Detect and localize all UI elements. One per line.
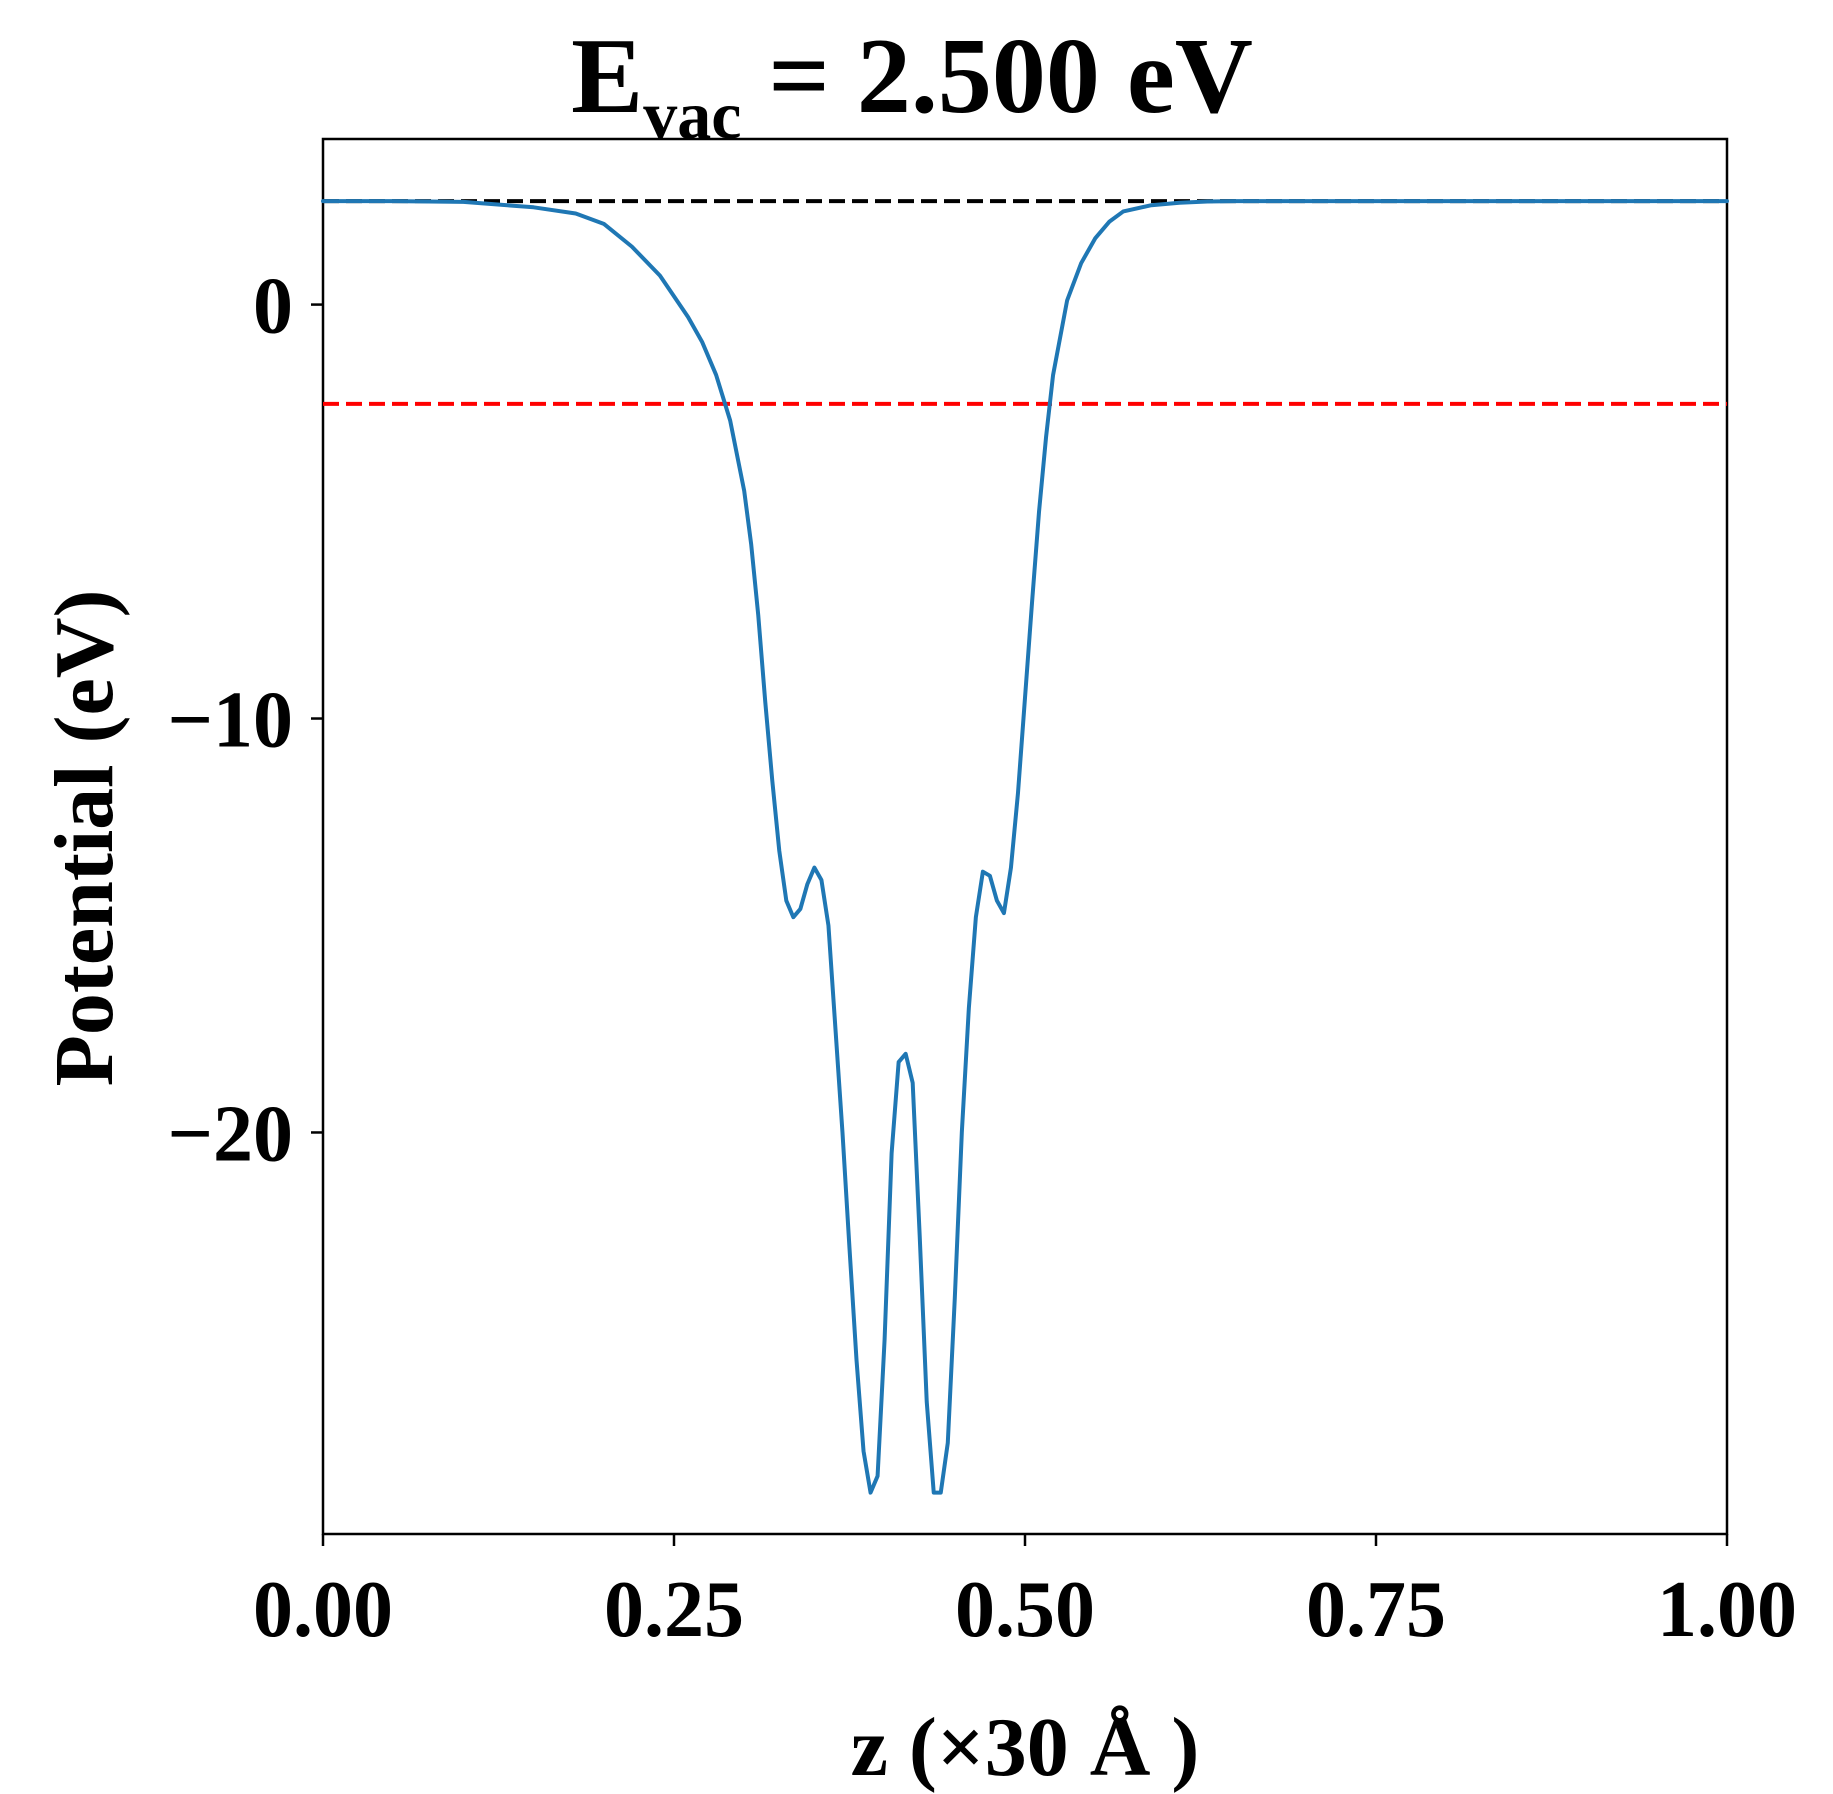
x-tick-label: 0.25 [604,1566,744,1654]
x-axis-label: z (×30 Å ) [851,1701,1200,1794]
y-tick-label: −10 [167,677,293,765]
plot-frame [321,137,1729,1536]
y-axis-ticks: 0 −10 −20 [167,263,323,1178]
chart-title: Evac = 2.500 eV [571,17,1253,153]
title-rest: = 2.500 eV [741,17,1252,136]
y-axis-label: Potential (eV) [38,590,131,1087]
x-tick-label: 0.75 [1306,1566,1446,1654]
y-tick-label: 0 [253,263,293,351]
y-tick-label: −20 [167,1090,293,1178]
x-axis-ticks: 0.00 0.25 0.50 0.75 1.00 [253,1534,1797,1654]
potential-curve [321,199,1729,1495]
x-tick-label: 1.00 [1657,1566,1797,1654]
series-layer [321,199,1729,1495]
x-tick-label: 0.50 [955,1566,1095,1654]
x-tick-label: 0.00 [253,1566,393,1654]
title-subscript: vac [643,77,741,153]
title-main: E [571,17,643,136]
